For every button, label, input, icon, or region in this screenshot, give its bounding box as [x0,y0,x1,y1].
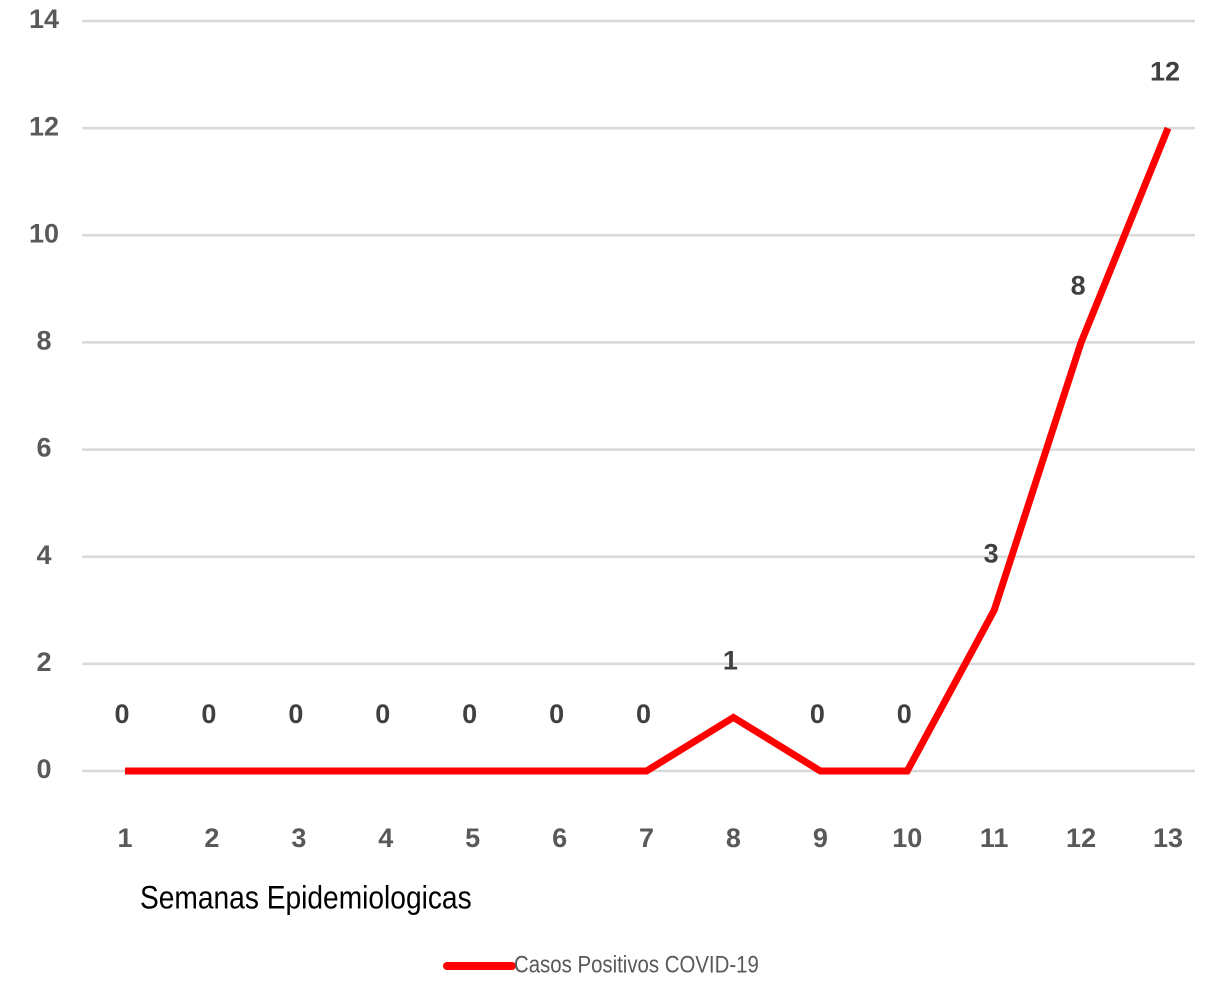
data-label: 0 [897,699,912,729]
x-tick-label: 5 [465,823,480,853]
x-axis-title: Semanas Epidemiologicas [140,881,472,916]
x-tick-label: 3 [291,823,306,853]
data-label: 0 [201,699,216,729]
data-label: 3 [984,538,999,568]
y-tick-label: 4 [36,540,51,570]
data-label: 0 [810,699,825,729]
data-label: 1 [723,646,738,676]
y-tick-label: 6 [36,433,51,463]
data-label: 0 [549,699,564,729]
y-tick-label: 8 [36,326,51,356]
x-tick-label: 1 [117,823,132,853]
x-tick-label: 11 [980,823,1009,853]
x-tick-label: 4 [378,823,393,853]
y-tick-label: 10 [29,218,59,248]
x-tick-label: 12 [1066,823,1096,853]
x-tick-label: 6 [552,823,567,853]
data-label: 0 [288,699,303,729]
x-tick-label: 13 [1153,823,1183,853]
data-label: 0 [462,699,477,729]
x-tick-label: 8 [726,823,741,853]
y-tick-label: 14 [29,4,59,34]
data-label: 0 [375,699,390,729]
x-tick-label: 10 [892,823,922,853]
data-label: 0 [636,699,651,729]
y-tick-label: 2 [36,647,51,677]
legend-label: Casos Positivos COVID-19 [514,951,759,978]
x-tick-label: 7 [639,823,654,853]
data-label: 12 [1150,56,1180,86]
series-line [125,126,1172,775]
y-tick-label: 12 [29,111,59,141]
data-label: 0 [114,699,129,729]
data-label: 8 [1071,271,1086,301]
y-tick-label: 0 [36,754,51,784]
x-tick-label: 9 [813,823,828,853]
x-tick-label: 2 [204,823,219,853]
